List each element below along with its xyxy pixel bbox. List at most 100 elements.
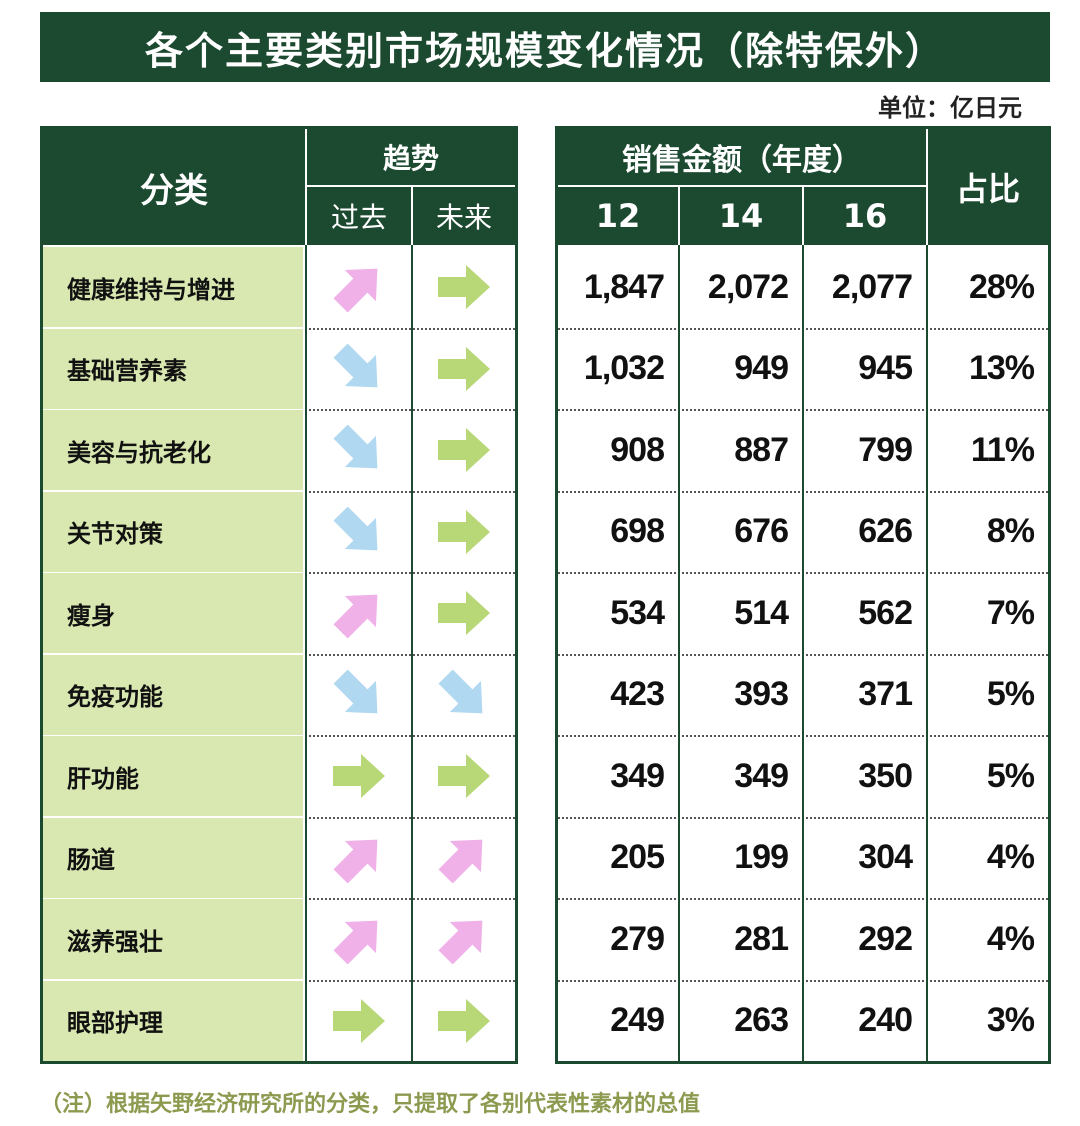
trend-arrow-up-icon [333, 594, 378, 638]
sales-2016-cell: 2,077 [831, 267, 913, 306]
trend-arrow-flat-icon [438, 754, 490, 798]
share-cell: 11% [970, 430, 1035, 469]
trend-future-cell [413, 492, 515, 572]
trend-future-cell [413, 573, 515, 653]
header-trend-past: 过去 [307, 187, 411, 245]
share-cell: 4% [986, 919, 1035, 958]
trend-arrow-down-icon [333, 506, 378, 550]
column-divider [926, 245, 928, 1061]
share-cell: 5% [986, 675, 1035, 713]
row-divider [305, 653, 515, 656]
sales-2016-cell: 292 [858, 919, 913, 958]
trend-future-cell [413, 655, 515, 735]
trend-arrow-flat-icon [438, 265, 490, 309]
trend-past-cell [307, 736, 411, 816]
sales-2016-cell: 562 [858, 593, 913, 632]
footnote: （注）根据矢野经济研究所的分类，只提取了各别代表性素材的总值 [40, 1092, 701, 1117]
trend-arrow-down-icon [333, 425, 378, 469]
trend-future-cell [413, 981, 515, 1061]
trend-past-cell [307, 573, 411, 653]
sales-2012-cell: 349 [610, 756, 665, 795]
trend-arrow-flat-icon [333, 754, 385, 798]
header-year-14: 14 [680, 187, 802, 245]
row-divider [305, 572, 515, 574]
category-label: 瘦身 [43, 573, 303, 653]
sales-2014-cell: 349 [734, 756, 789, 795]
sales-2012-cell: 279 [610, 919, 665, 958]
trend-arrow-flat-icon [438, 509, 490, 554]
trend-arrow-flat-icon [438, 591, 490, 635]
trend-future-cell [413, 899, 515, 979]
sales-2012-cell: 249 [610, 1001, 665, 1039]
trend-arrow-flat-icon [438, 346, 490, 391]
share-cell: 3% [986, 1001, 1035, 1039]
sales-2012-cell: 698 [610, 512, 665, 550]
sales-2012-cell: 1,032 [583, 349, 665, 387]
sales-2016-cell: 799 [858, 430, 913, 469]
row-divider [305, 898, 515, 900]
trend-arrow-up-icon [438, 839, 483, 883]
trend-arrow-flat-icon [333, 998, 385, 1043]
category-label: 滋养强壮 [43, 899, 303, 979]
share-cell: 28% [968, 267, 1035, 306]
sales-2014-cell: 263 [734, 1001, 789, 1039]
trend-arrow-up-icon [333, 839, 378, 883]
trend-future-cell [413, 410, 515, 490]
column-divider [802, 245, 804, 1061]
sales-2012-cell: 1,847 [583, 267, 665, 306]
trend-arrow-down-icon [333, 343, 378, 387]
sales-2014-cell: 199 [734, 838, 789, 876]
trend-past-cell [307, 655, 411, 735]
column-divider [411, 245, 413, 1061]
sales-2014-cell: 949 [734, 349, 789, 387]
trend-future-cell [413, 818, 515, 898]
sales-2016-cell: 350 [858, 756, 913, 795]
sales-2012-cell: 908 [610, 430, 665, 469]
sales-2014-cell: 676 [734, 512, 789, 550]
sales-2016-cell: 626 [858, 512, 913, 550]
sales-2012-cell: 205 [610, 838, 665, 876]
trend-arrow-flat-icon [438, 428, 490, 472]
header-sales: 销售金额（年度） [558, 129, 926, 185]
trend-arrow-down-icon [438, 669, 483, 713]
trend-arrow-up-icon [438, 920, 483, 964]
sales-2012-cell: 534 [610, 593, 665, 632]
share-cell: 5% [986, 756, 1035, 795]
column-divider [678, 245, 680, 1061]
trend-arrow-up-icon [333, 920, 378, 964]
trend-past-cell [307, 899, 411, 979]
share-cell: 8% [986, 512, 1035, 550]
category-label: 健康维持与增进 [43, 247, 303, 327]
chart-title: 各个主要类别市场规模变化情况（除特保外） [40, 12, 1050, 82]
category-label: 基础营养素 [43, 328, 303, 409]
share-cell: 4% [986, 838, 1035, 876]
row-divider [305, 327, 515, 330]
row-divider [305, 735, 515, 737]
header-category: 分类 [43, 129, 305, 245]
trend-arrow-up-icon [333, 268, 378, 312]
sales-2014-cell: 281 [734, 919, 789, 958]
trend-past-cell [307, 492, 411, 572]
trend-past-cell [307, 329, 411, 409]
header-year-12: 12 [558, 187, 678, 245]
trend-past-cell [307, 818, 411, 898]
sales-2016-cell: 240 [858, 1001, 913, 1039]
category-label: 肝功能 [43, 736, 303, 816]
sales-2014-cell: 514 [734, 593, 789, 632]
header-share: 占比 [928, 129, 1048, 245]
trend-arrow-flat-icon [438, 998, 490, 1043]
category-label: 免疫功能 [43, 654, 303, 735]
sales-2016-cell: 371 [858, 675, 913, 713]
trend-past-cell [307, 410, 411, 490]
trend-future-cell [413, 329, 515, 409]
category-label: 关节对策 [43, 491, 303, 572]
sales-2012-cell: 423 [610, 675, 665, 713]
header-trend-future: 未来 [413, 187, 515, 245]
sales-2014-cell: 393 [734, 675, 789, 713]
header-trend: 趋势 [307, 129, 515, 185]
sales-2014-cell: 887 [734, 430, 789, 469]
column-divider [305, 245, 307, 1061]
sales-2016-cell: 945 [858, 349, 913, 387]
share-cell: 7% [986, 593, 1035, 632]
trend-future-cell [413, 247, 515, 327]
